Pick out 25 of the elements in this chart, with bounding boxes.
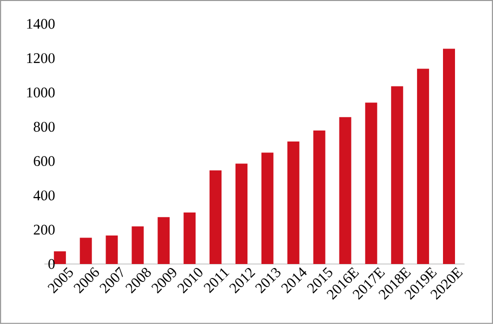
bar <box>391 86 404 264</box>
x-tick-label: 2011 <box>204 268 230 294</box>
y-tick-label: 0 <box>48 259 55 269</box>
bar <box>442 48 455 264</box>
bar <box>287 142 300 264</box>
bar <box>80 238 92 264</box>
bar <box>54 251 66 264</box>
bar <box>261 152 274 264</box>
y-tick-label: 800 <box>34 122 55 132</box>
y-tick-label: 1400 <box>27 18 55 29</box>
bar <box>339 117 352 264</box>
y-tick-label: 400 <box>33 190 55 200</box>
y-tick-label: 200 <box>34 224 55 235</box>
bar <box>132 226 144 264</box>
bar <box>365 102 378 264</box>
bar <box>313 130 326 264</box>
y-tick-label: 600 <box>34 156 55 166</box>
bar <box>210 170 222 264</box>
bar <box>184 212 196 264</box>
y-tick-label: 1200 <box>27 53 55 64</box>
bar <box>417 68 430 264</box>
bar <box>106 236 118 264</box>
bar <box>235 164 248 264</box>
bar <box>158 217 170 264</box>
y-tick-label: 1000 <box>27 88 55 98</box>
